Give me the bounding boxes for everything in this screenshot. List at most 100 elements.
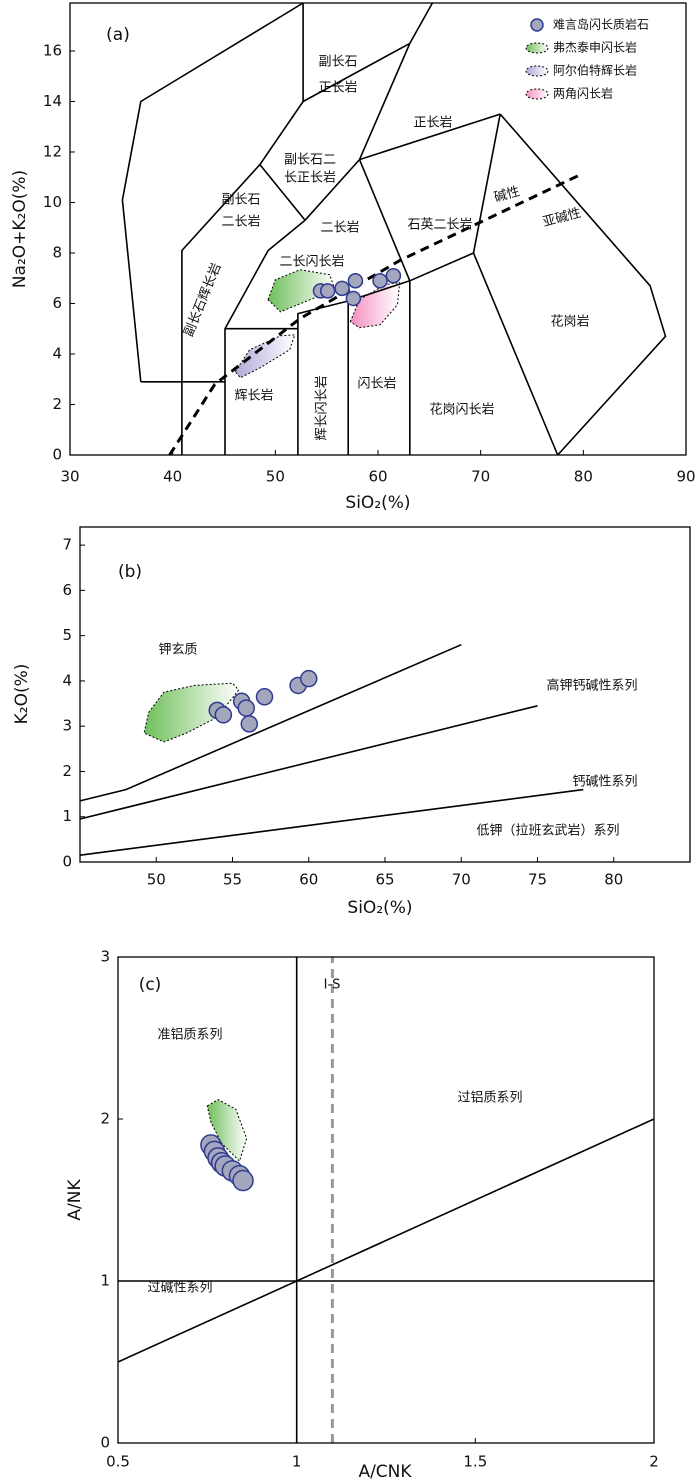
region-label: 准铝质系列 (157, 1028, 222, 1043)
x-tick-label: 60 (299, 871, 318, 889)
sample-point (372, 273, 388, 289)
sample-point (300, 669, 318, 688)
region-label: 过碱性系列 (147, 1281, 212, 1296)
region-label: 辉长闪长岩 (315, 375, 330, 440)
boundary-line (224, 219, 306, 330)
region-label: 正长岩 (318, 81, 357, 96)
x-tick-label: 80 (574, 468, 593, 486)
y-axis-label: K₂O(%) (12, 664, 32, 725)
x-tick-label: 40 (163, 468, 182, 486)
field (234, 334, 296, 379)
y-tick-label: 1 (100, 1272, 110, 1290)
sample-point (214, 706, 233, 724)
region-label: 副长石 (318, 55, 357, 70)
region-label: I-S (324, 978, 341, 993)
region-label: 正长岩 (413, 116, 452, 131)
region-label: 花岗闪长岩 (429, 402, 494, 418)
region-label: 碱性 (492, 184, 521, 205)
region-label: 闪长岩 (357, 377, 396, 392)
region-label: 花岗岩 (550, 314, 589, 330)
panel: 50 55 60 65 70 75 80 0 1 2 3 4 5 6 7 钾玄质高钾钙碱性系列钙碱性系列低钾（… (12, 526, 691, 918)
y-tick-label: 8 (52, 243, 62, 261)
x-tick-label: 75 (528, 871, 547, 889)
y-tick-label: 6 (52, 294, 62, 312)
y-tick-label: 5 (62, 626, 72, 644)
y-axis-label: Na₂O+K₂O(%) (10, 170, 30, 288)
x-tick-label: 2 (649, 1453, 659, 1471)
legend-marker (525, 42, 549, 54)
boundary-line (117, 1118, 655, 1363)
sample-point (232, 1169, 254, 1192)
y-tick-label: 2 (52, 395, 62, 413)
x-tick-label: 1.5 (463, 1453, 487, 1471)
y-tick-label: 16 (43, 41, 62, 59)
y-tick-label: 4 (62, 671, 72, 689)
sample-point (345, 290, 362, 307)
panel-label: (b) (118, 562, 142, 582)
boundary-line (181, 164, 261, 455)
legend-marker (525, 65, 549, 77)
region-label: 长正长岩 (284, 171, 336, 186)
boundary-line (79, 643, 462, 802)
boundary-line (79, 705, 538, 820)
y-tick-label: 12 (43, 142, 62, 160)
boundary-line (259, 43, 411, 221)
x-tick-label: 65 (375, 871, 394, 889)
region-label: 副长石 (221, 193, 260, 208)
field (349, 281, 401, 329)
y-tick-label: 2 (100, 1110, 110, 1128)
plot-frame (117, 956, 655, 1444)
region-label: 过铝质系列 (457, 1091, 522, 1106)
x-tick-label: 70 (452, 871, 471, 889)
legend-label: 难言岛闪长质岩石 (553, 17, 649, 32)
boundary-line (359, 113, 501, 161)
x-tick-label: 55 (223, 871, 242, 889)
x-tick-label: 0.5 (106, 1453, 130, 1471)
region-label: 石英二长岩 (407, 218, 472, 233)
region-label: 高钾钙碱性系列 (546, 678, 637, 694)
x-tick-label: 80 (604, 871, 623, 889)
field (143, 682, 240, 743)
boundary-line (499, 113, 667, 456)
x-axis-label: SiO₂(%) (347, 898, 412, 918)
y-tick-label: 7 (62, 536, 72, 554)
y-tick-label: 4 (52, 344, 62, 362)
panel: 30 40 50 60 70 80 900246810121416副长石正长岩正长岩副长石二… (10, 2, 696, 513)
x-tick-label: 1 (292, 1453, 302, 1471)
x-tick-label: 30 (60, 468, 79, 486)
panel-label: (a) (106, 25, 130, 45)
x-tick-label: 60 (368, 468, 387, 486)
sample-point (385, 267, 402, 284)
x-tick-label: 50 (266, 468, 285, 486)
y-tick-label: 2 (62, 762, 72, 780)
y-tick-label: 1 (62, 807, 72, 825)
region-label: 二长闪长岩 (279, 255, 344, 270)
boundary-line (79, 788, 584, 856)
sample-point (334, 280, 350, 297)
boundary-line (302, 2, 434, 103)
y-tick-label: 10 (43, 193, 62, 211)
sample-point (347, 273, 364, 289)
y-tick-label: 6 (62, 581, 72, 599)
region-label: 钾玄质 (158, 643, 197, 658)
x-axis-label: SiO₂(%) (345, 493, 410, 513)
x-tick-label: 70 (471, 468, 490, 486)
legend-marker (530, 18, 544, 32)
y-tick-label: 14 (43, 92, 62, 110)
sample-point (319, 283, 336, 299)
y-tick-label: 3 (62, 717, 72, 735)
x-tick-label: 90 (676, 468, 695, 486)
y-tick-label: 3 (100, 948, 110, 966)
legend-label: 两角闪长岩 (553, 86, 613, 101)
boundary-line (358, 159, 411, 282)
x-tick-label: 50 (147, 871, 166, 889)
region-label: 钙碱性系列 (572, 775, 637, 790)
sample-point (237, 699, 255, 717)
region-label: 二长岩 (221, 215, 260, 230)
region-label: 副长石辉长岩 (181, 261, 224, 339)
region-label: 亚碱性 (541, 206, 583, 231)
panel-label: (c) (139, 975, 162, 995)
